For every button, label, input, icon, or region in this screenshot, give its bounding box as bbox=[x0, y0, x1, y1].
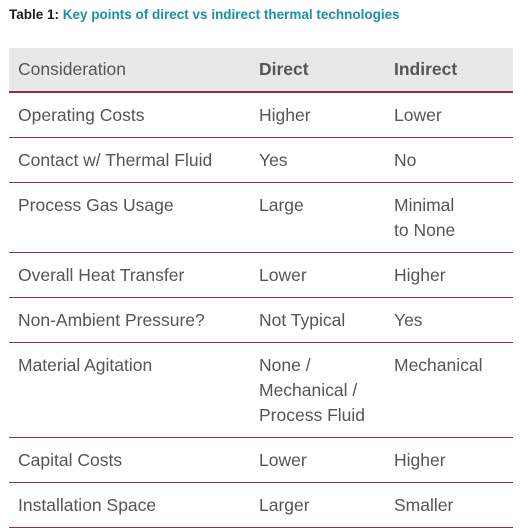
cell-indirect: Higher bbox=[394, 252, 513, 298]
cell-indirect: Minimal to None bbox=[394, 182, 513, 253]
caption-title: Key points of direct vs indirect thermal… bbox=[62, 7, 400, 22]
cell-indirect: Smaller bbox=[394, 482, 513, 528]
cell-consideration: Process Gas Usage bbox=[9, 182, 259, 253]
cell-direct: Larger bbox=[259, 482, 394, 528]
cell-indirect: Yes bbox=[394, 297, 513, 343]
table-row: Contact w/ Thermal Fluid Yes No bbox=[9, 137, 513, 183]
cell-indirect: No bbox=[394, 137, 513, 183]
header-consideration: Consideration bbox=[9, 48, 259, 93]
cell-direct: Lower bbox=[259, 437, 394, 483]
caption-label: Table 1: bbox=[9, 7, 60, 22]
cell-consideration: Overall Heat Transfer bbox=[9, 252, 259, 298]
header-direct: Direct bbox=[259, 48, 394, 93]
cell-indirect: Higher bbox=[394, 437, 513, 483]
cell-direct: None / Mechanical / Process Fluid bbox=[259, 342, 394, 438]
cell-direct: Higher bbox=[259, 92, 394, 138]
header-indirect: Indirect bbox=[394, 48, 513, 93]
cell-consideration: Material Agitation bbox=[9, 342, 259, 438]
cell-consideration: Operating Costs bbox=[9, 92, 259, 138]
table-row: Installation Space Larger Smaller bbox=[9, 482, 513, 528]
cell-consideration: Capital Costs bbox=[9, 437, 259, 483]
cell-direct: Yes bbox=[259, 137, 394, 183]
cell-direct: Lower bbox=[259, 252, 394, 298]
table-row: Overall Heat Transfer Lower Higher bbox=[9, 252, 513, 298]
cell-direct: Large bbox=[259, 182, 394, 253]
cell-indirect: Lower bbox=[394, 92, 513, 138]
table-row: Capital Costs Lower Higher bbox=[9, 437, 513, 483]
table-header-row: Consideration Direct Indirect bbox=[9, 48, 513, 93]
cell-indirect: Mechanical bbox=[394, 342, 513, 438]
table-row: Material Agitation None / Mechanical / P… bbox=[9, 342, 513, 438]
cell-direct: Not Typical bbox=[259, 297, 394, 343]
table-row: Operating Costs Higher Lower bbox=[9, 92, 513, 138]
table-caption: Table 1: Key points of direct vs indirec… bbox=[9, 7, 400, 22]
table-row: Process Gas Usage Large Minimal to None bbox=[9, 182, 513, 253]
cell-consideration: Non-Ambient Pressure? bbox=[9, 297, 259, 343]
comparison-table: Consideration Direct Indirect Operating … bbox=[9, 48, 513, 528]
cell-consideration: Contact w/ Thermal Fluid bbox=[9, 137, 259, 183]
table-row: Non-Ambient Pressure? Not Typical Yes bbox=[9, 297, 513, 343]
cell-consideration: Installation Space bbox=[9, 482, 259, 528]
